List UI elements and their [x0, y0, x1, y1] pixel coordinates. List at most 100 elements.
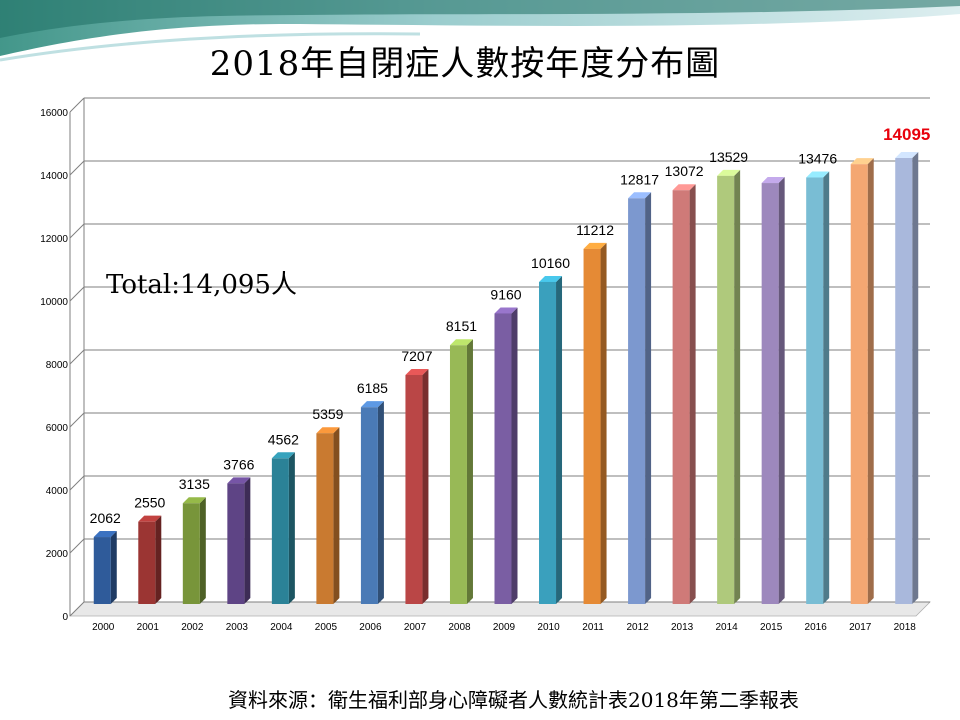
data-label: 7207 — [401, 348, 432, 364]
gridline-depth — [69, 97, 85, 113]
bar-side — [244, 477, 251, 604]
x-tick-label: 2010 — [537, 622, 560, 633]
plot-floor — [69, 601, 931, 617]
x-axis-ticks: 2000 2001 2002 2003 2004 2005 2006 2007 2008 2009… — [92, 622, 916, 633]
bar-side — [288, 452, 295, 604]
bar-top — [539, 275, 563, 282]
bar-top — [628, 192, 652, 199]
data-label: 2550 — [134, 495, 165, 511]
x-tick-label: 2013 — [671, 622, 694, 633]
bar-top — [494, 307, 518, 314]
bar — [850, 164, 868, 604]
y-tick-label: 10000 — [40, 297, 68, 308]
bar — [672, 190, 690, 604]
x-tick-label: 2002 — [181, 622, 204, 633]
data-label: 10160 — [531, 255, 570, 271]
data-label: 12817 — [620, 171, 659, 187]
gridline-depth — [69, 223, 85, 239]
bar-top — [761, 177, 785, 184]
y-tick-label: 0 — [62, 612, 68, 623]
y-tick-label: 12000 — [40, 234, 68, 245]
header-banner — [0, 0, 960, 62]
bar-top — [717, 169, 741, 176]
bar-top — [806, 171, 830, 178]
x-tick-label: 2007 — [404, 622, 427, 633]
bar-side — [333, 427, 340, 604]
bar — [227, 483, 245, 604]
bar-top — [672, 184, 696, 191]
page-title: 2018年自閉症人數按年度分布圖 — [209, 44, 721, 84]
x-tick-label: 2016 — [805, 622, 828, 633]
bar — [628, 198, 646, 604]
bar-side — [511, 307, 518, 604]
bar — [138, 521, 156, 604]
total-annotation: Total:14,095人 — [106, 270, 297, 300]
bar-top — [316, 427, 340, 434]
data-label: 11212 — [576, 222, 614, 238]
bar-side — [155, 515, 162, 604]
data-label: 13072 — [665, 163, 704, 179]
x-tick-label: 2017 — [849, 622, 872, 633]
bar-side — [867, 158, 874, 604]
data-label: 3135 — [179, 476, 210, 492]
bar-top — [449, 339, 473, 346]
bar-side — [377, 401, 384, 604]
data-label: 8151 — [446, 318, 477, 334]
bar — [761, 183, 779, 605]
data-label: 9160 — [490, 286, 521, 302]
bar-top — [227, 477, 251, 484]
data-label: 13476 — [798, 151, 837, 167]
data-label: 2062 — [90, 510, 121, 526]
data-label: 5359 — [312, 406, 343, 422]
bar-top — [360, 401, 384, 408]
x-tick-label: 2008 — [448, 622, 471, 633]
bar — [717, 175, 735, 605]
data-label: 14095 — [883, 125, 930, 144]
bar-top — [405, 368, 429, 375]
bar — [583, 248, 601, 604]
x-tick-label: 2004 — [270, 622, 293, 633]
bar-side — [199, 497, 206, 604]
bar-top — [895, 152, 919, 159]
bar-side — [823, 171, 830, 605]
bar-side — [645, 192, 652, 604]
bar-side — [734, 169, 741, 605]
bar-side — [556, 275, 563, 604]
bar-top — [182, 497, 206, 504]
bar — [182, 503, 200, 604]
bar — [93, 537, 111, 604]
x-tick-label: 2006 — [359, 622, 382, 633]
gridline-depth — [69, 601, 85, 617]
y-tick-label: 2000 — [46, 549, 69, 560]
bar-side — [689, 184, 696, 604]
bar — [449, 345, 467, 604]
bar-side — [600, 242, 607, 604]
x-tick-label: 2001 — [137, 622, 160, 633]
gridline-depth — [69, 475, 85, 491]
bar-side — [466, 339, 473, 604]
y-tick-label: 8000 — [46, 360, 69, 371]
gridline-depth — [69, 160, 85, 176]
gridline-depth — [69, 286, 85, 302]
x-tick-label: 2003 — [226, 622, 249, 633]
bar — [271, 458, 289, 604]
bar-side — [110, 531, 117, 604]
data-label: 4562 — [268, 431, 299, 447]
gridline-depth — [69, 412, 85, 428]
bar-side — [422, 368, 429, 604]
bar — [895, 158, 913, 604]
x-tick-label: 2009 — [493, 622, 516, 633]
bar-top — [850, 158, 874, 165]
bar — [806, 177, 824, 605]
gridline-depth — [69, 349, 85, 365]
data-label: 13529 — [709, 149, 748, 165]
bar — [494, 313, 512, 604]
data-labels: 2062 2550 3135 3766 4562 5359 6185 7207 8151 9160… — [90, 125, 931, 526]
y-tick-label: 4000 — [46, 486, 69, 497]
x-tick-label: 2015 — [760, 622, 783, 633]
bar-chart: 2062 2550 3135 3766 4562 5359 6185 7207 8151 9160… — [40, 97, 931, 633]
bar-top — [583, 242, 607, 249]
y-tick-label: 16000 — [40, 108, 68, 119]
gridline-depth — [69, 538, 85, 554]
bar-top — [271, 452, 295, 459]
